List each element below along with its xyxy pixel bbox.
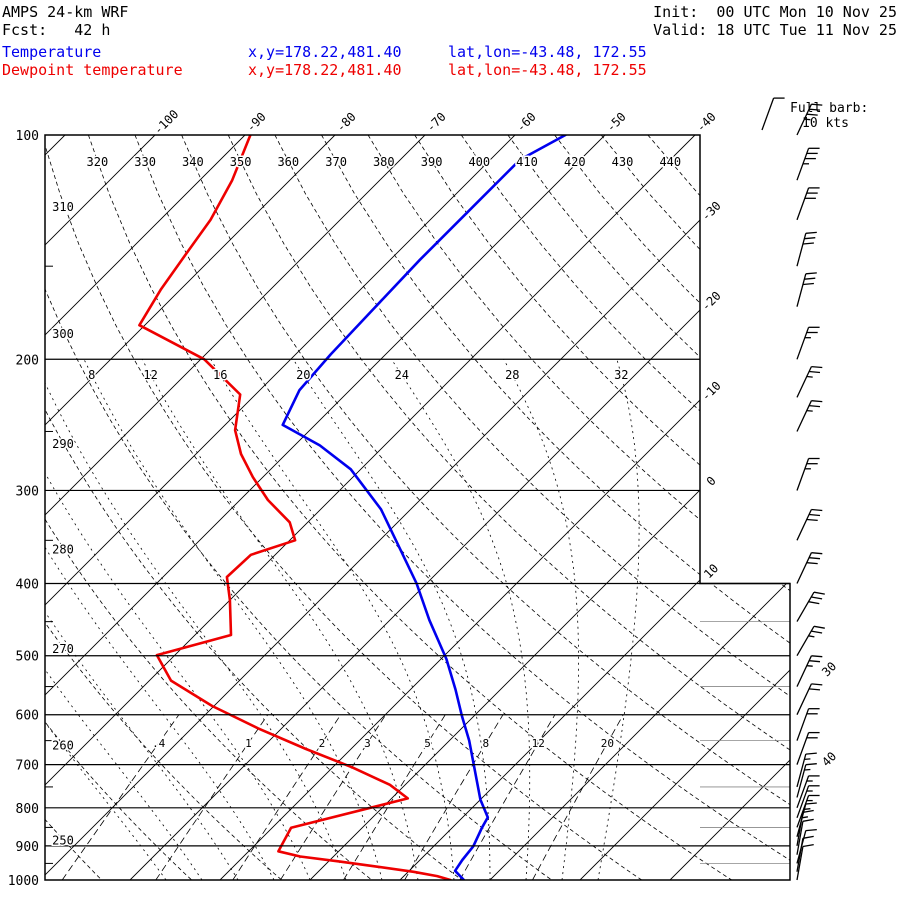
dry-adiabat-label: 380 [373, 155, 395, 169]
mixing-ratio-label: 3 [364, 737, 371, 750]
dry-adiabats [45, 135, 790, 880]
pressure-label: 700 [16, 759, 39, 774]
isotherm-label: -40 [694, 110, 719, 135]
pressure-ticks [45, 265, 53, 864]
temperature-xy: x,y=178.22,481.40 [248, 43, 402, 61]
plot-area [45, 135, 790, 880]
moist-adiabat-label: 32 [614, 368, 628, 382]
moist-adiabat-label: 8 [88, 368, 95, 382]
isotherm-label: -70 [424, 110, 449, 135]
dewpoint-latlon: lat,lon=-43.48, 172.55 [448, 61, 647, 79]
valid-time: Valid: 18 UTC Tue 11 Nov 25 [653, 21, 897, 39]
minor-pressure-lines [700, 621, 790, 864]
pressure-label: 200 [16, 353, 39, 368]
dry-adiabat-label: 440 [659, 155, 681, 169]
dry-adiabat-label: 270 [52, 642, 74, 656]
isotherm-label: -30 [699, 199, 724, 224]
dry-adiabat-label: 400 [468, 155, 490, 169]
dewpoint-xy: x,y=178.22,481.40 [248, 61, 402, 79]
mixing-ratio-label: 12 [532, 737, 545, 750]
pressure-label: 100 [16, 129, 39, 144]
isotherm-label: 0 [704, 474, 719, 489]
dry-adiabat-label: 250 [52, 834, 74, 848]
init-time: Init: 00 UTC Mon 10 Nov 25 [653, 3, 897, 21]
isotherm-label: -90 [244, 110, 269, 135]
dry-adiabat-label: 320 [87, 155, 109, 169]
plot-border [44, 134, 791, 881]
dry-adiabat-label: 370 [325, 155, 347, 169]
dry-adiabat-label: 350 [230, 155, 252, 169]
moist-adiabat-label: 12 [143, 368, 157, 382]
wind-barb-column [761, 97, 825, 881]
isotherm-label: -80 [334, 110, 359, 135]
isotherm-label: -60 [514, 110, 539, 135]
mixing-ratio-label: 20 [601, 737, 614, 750]
dry-adiabat-label: 290 [52, 437, 74, 451]
moist-adiabat-label: 28 [505, 368, 519, 382]
dry-adiabat-label: 420 [564, 155, 586, 169]
mixing-ratio-label: 8 [482, 737, 489, 750]
isotherm-label: 30 [819, 659, 839, 679]
mixing-ratio-label: 2 [319, 737, 326, 750]
isotherm-label: -10 [699, 379, 724, 404]
barb-legend-line2: 10 kts [802, 116, 849, 131]
pressure-label: 1000 [8, 874, 39, 889]
temperature-trace [281, 135, 567, 880]
isotherm-label: -50 [604, 110, 629, 135]
dewpoint-trace [138, 135, 452, 880]
pressure-label: 300 [16, 484, 39, 499]
dewpoint-legend-label: Dewpoint temperature [2, 61, 183, 79]
pressure-label: 400 [16, 578, 39, 593]
pressure-label: 800 [16, 802, 39, 817]
moist-adiabat-label: 24 [395, 368, 409, 382]
dry-adiabat-label: 390 [421, 155, 443, 169]
moist-adiabat-label: 16 [213, 368, 227, 382]
dry-adiabat-label: 410 [516, 155, 538, 169]
temperature-legend-label: Temperature [2, 43, 102, 61]
isotherm-label: 10 [701, 561, 721, 581]
temperature-latlon: lat,lon=-43.48, 172.55 [448, 43, 647, 61]
pressure-grid [45, 358, 790, 847]
isotherm-label: -20 [699, 289, 724, 314]
barb-legend-line1: Full barb: [790, 101, 868, 116]
moist-adiabat-label: 20 [296, 368, 310, 382]
mixing-ratio-label: 5 [424, 737, 431, 750]
isotherms [45, 135, 790, 880]
forecast-hour: Fcst: 42 h [2, 21, 111, 39]
dry-adiabat-label: 330 [134, 155, 156, 169]
mixing-ratio-label: 1 [245, 737, 252, 750]
dry-adiabat-label: 300 [52, 327, 74, 341]
pressure-label: 900 [16, 840, 39, 855]
dry-adiabat-label: 280 [52, 542, 74, 556]
isotherm-label: -100 [151, 107, 181, 137]
dry-adiabat-label: 260 [52, 739, 74, 753]
mixing-ratio-label: .4 [152, 737, 166, 750]
pressure-label: 600 [16, 709, 39, 724]
dry-adiabat-label: 310 [52, 200, 74, 214]
sounding-traces [138, 135, 567, 880]
dry-adiabat-label: 340 [182, 155, 204, 169]
model-title: AMPS 24-km WRF [2, 3, 129, 21]
pressure-label: 500 [16, 650, 39, 665]
dry-adiabat-label: 430 [612, 155, 634, 169]
dry-adiabat-label: 360 [277, 155, 299, 169]
isotherm-label: 40 [819, 749, 839, 769]
